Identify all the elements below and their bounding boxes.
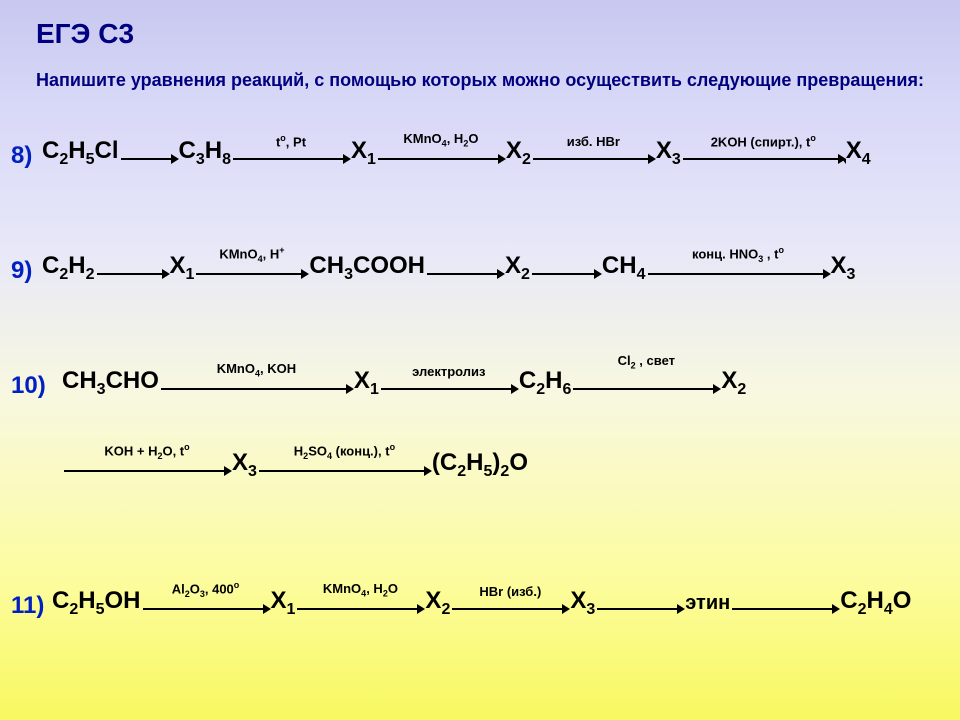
arrow [95,248,170,288]
compound: X2 [721,367,746,399]
compound: этин [685,592,730,615]
arrow-label: изб. HBr [531,134,656,149]
compound: X3 [570,587,595,619]
compound: (C2H5)2O [432,449,528,481]
compound: C3H8 [179,137,232,169]
arrow-label: KMnO4, H2O [295,581,425,599]
arrow [595,583,685,623]
compound: C2H6 [519,367,572,399]
compound: C2H5OH [52,587,141,619]
arrow: HBr (изб.) [450,583,570,623]
row9-number: 9) [11,257,32,285]
page-subtitle: Напишите уравнения реакций, с помощью ко… [36,68,930,92]
row8-number: 8) [11,142,32,170]
row11-number: 11) [11,592,44,620]
arrow [530,248,602,288]
row8: C2H5Cl C3H8 to, Pt X1 KMnO4, H2O X2 изб.… [42,128,871,178]
arrow: KMnO4, H2O [376,133,506,173]
compound: C2H5Cl [42,137,119,169]
arrow-label: KMnO4, H2O [376,131,506,149]
arrow: KMnO4, KOH [159,363,354,403]
arrow-label: to, Pt [231,133,351,149]
arrow: Al2O3, 400o [141,583,271,623]
row10b: KOH + H2O, to X3 H2SO4 (конц.), to (C2H5… [62,440,528,490]
arrow-label: Cl2 , свет [571,353,721,371]
compound: X4 [846,137,871,169]
arrow-label: KOH + H2O, to [62,442,232,461]
arrow-label: конц. HNO3 , to [646,245,831,264]
arrow [425,248,505,288]
arrow [730,583,840,623]
arrow-label: KMnO4, H+ [194,245,309,264]
arrow: to, Pt [231,133,351,173]
compound: C2H4O [840,587,911,619]
row10-number: 10) [11,372,46,400]
compound: CH3CHO [62,367,159,399]
arrow-label: HBr (изб.) [450,584,570,599]
compound: CH3COOH [309,252,425,284]
arrow-label: KMnO4, KOH [159,361,354,379]
row9: C2H2 X1 KMnO4, H+ CH3COOH X2 CH4 конц. H… [42,243,855,293]
arrow: изб. HBr [531,133,656,173]
compound: X2 [505,252,530,284]
compound: X3 [656,137,681,169]
arrow-label: H2SO4 (конц.), to [257,442,432,461]
compound: X1 [271,587,296,619]
page-title: ЕГЭ С3 [36,18,134,50]
compound: C2H2 [42,252,95,284]
row10a: CH3CHO KMnO4, KOH X1 электролиз C2H6 Cl2… [62,358,746,408]
arrow: H2SO4 (конц.), to [257,445,432,485]
compound: X1 [354,367,379,399]
arrow: KMnO4, H2O [295,583,425,623]
arrow: KOH + H2O, to [62,445,232,485]
arrow-label: 2KOH (спирт.), to [681,133,846,149]
compound: X2 [425,587,450,619]
compound: X3 [232,449,257,481]
arrow [119,133,179,173]
compound: X2 [506,137,531,169]
arrow-label: электролиз [379,364,519,379]
arrow: Cl2 , свет [571,363,721,403]
arrow: KMnO4, H+ [194,248,309,288]
compound: CH4 [602,252,646,284]
compound: X1 [170,252,195,284]
arrow: 2KOH (спирт.), to [681,133,846,173]
arrow: конц. HNO3 , to [646,248,831,288]
arrow: электролиз [379,363,519,403]
row11: C2H5OH Al2O3, 400o X1 KMnO4, H2O X2 HBr … [52,578,911,628]
compound: X1 [351,137,376,169]
arrow-label: Al2O3, 400o [141,580,271,599]
compound: X3 [831,252,856,284]
